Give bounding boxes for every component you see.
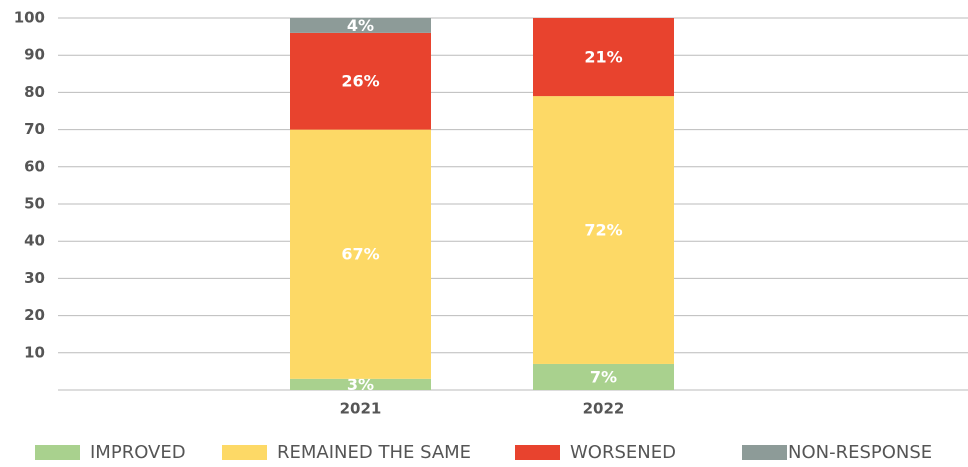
legend-swatch — [35, 445, 80, 460]
legend-swatch — [222, 445, 267, 460]
y-tick-label: 10 — [24, 343, 45, 361]
bar-segment — [290, 32, 431, 130]
value-label: 3% — [347, 375, 374, 394]
legend-swatch — [742, 445, 787, 460]
legend-label: REMAINED THE SAME — [277, 442, 471, 463]
y-tick-label: 80 — [24, 83, 45, 101]
value-label: 4% — [347, 16, 374, 35]
y-tick-label: 20 — [24, 306, 45, 324]
y-tick-label: 30 — [24, 269, 45, 287]
value-label: 26% — [341, 72, 379, 91]
value-label: 72% — [584, 221, 622, 240]
bar-segment — [290, 129, 431, 379]
value-label: 7% — [590, 367, 617, 386]
y-tick-label: 60 — [24, 157, 45, 175]
bar-segment — [533, 363, 674, 390]
x-tick-label: 2022 — [583, 400, 625, 418]
legend-label: IMPROVED — [90, 442, 186, 463]
legend-swatch — [515, 445, 560, 460]
legend-label: NON-RESPONSE — [788, 442, 932, 463]
y-tick-label: 100 — [14, 9, 45, 27]
x-tick-label: 2021 — [340, 400, 382, 418]
y-tick-label: 90 — [24, 46, 45, 64]
y-tick-label: 50 — [24, 195, 45, 213]
bar-segment — [533, 18, 674, 97]
y-tick-label: 70 — [24, 120, 45, 138]
legend-label: WORSENED — [570, 442, 676, 463]
y-tick-label: 40 — [24, 232, 45, 250]
value-label: 67% — [341, 245, 379, 264]
value-label: 21% — [584, 48, 622, 67]
bar-segment — [290, 378, 431, 390]
bar-segment — [290, 18, 431, 33]
bar-segment — [533, 96, 674, 364]
